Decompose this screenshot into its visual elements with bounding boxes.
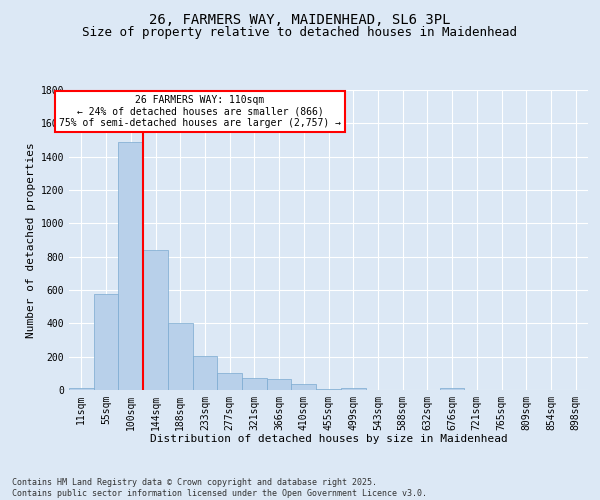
Bar — [217, 374, 242, 390]
Bar — [316, 389, 341, 390]
Bar — [267, 379, 292, 390]
Text: 26 FARMERS WAY: 110sqm
← 24% of detached houses are smaller (866)
75% of semi-de: 26 FARMERS WAY: 110sqm ← 24% of detached… — [59, 95, 341, 128]
Text: Size of property relative to detached houses in Maidenhead: Size of property relative to detached ho… — [83, 26, 517, 39]
Bar — [143, 250, 168, 390]
Y-axis label: Number of detached properties: Number of detached properties — [26, 142, 37, 338]
X-axis label: Distribution of detached houses by size in Maidenhead: Distribution of detached houses by size … — [149, 434, 508, 444]
Bar — [118, 142, 143, 390]
Bar — [94, 294, 118, 390]
Bar — [69, 388, 94, 390]
Bar — [193, 356, 217, 390]
Bar — [168, 324, 193, 390]
Bar — [440, 388, 464, 390]
Bar — [292, 384, 316, 390]
Bar — [242, 378, 267, 390]
Text: 26, FARMERS WAY, MAIDENHEAD, SL6 3PL: 26, FARMERS WAY, MAIDENHEAD, SL6 3PL — [149, 12, 451, 26]
Bar — [341, 388, 365, 390]
Text: Contains HM Land Registry data © Crown copyright and database right 2025.
Contai: Contains HM Land Registry data © Crown c… — [12, 478, 427, 498]
